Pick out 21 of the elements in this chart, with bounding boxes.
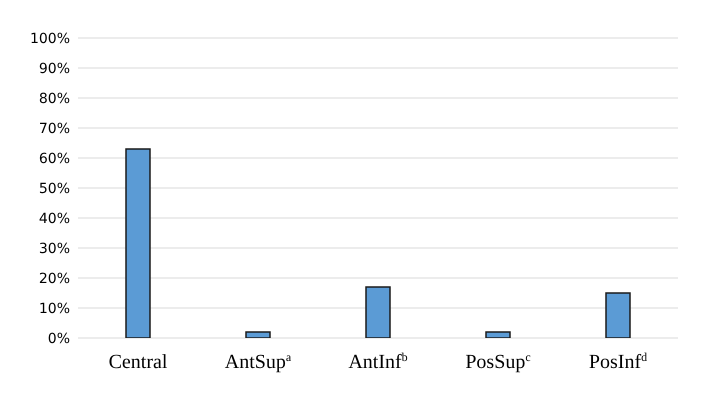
y-tick-label: 70%	[38, 120, 70, 137]
y-tick-label: 0%	[48, 330, 70, 347]
x-tick-label: PosSup$^{c}$	[465, 350, 531, 373]
x-tick-label: Central	[108, 351, 168, 373]
bar	[605, 292, 631, 338]
y-tick-label: 90%	[38, 60, 70, 77]
y-tick-label: 10%	[38, 300, 70, 317]
y-tick-label: 50%	[38, 180, 70, 197]
y-tick-label: 40%	[38, 210, 70, 227]
bar	[245, 331, 271, 338]
x-tick-label: AntSup$^{a}$	[224, 350, 292, 373]
x-tick-label: PosInf$^{d}$	[588, 350, 648, 373]
y-tick-label: 100%	[30, 30, 70, 47]
bar	[365, 286, 391, 338]
y-tick-label: 20%	[38, 270, 70, 287]
y-tick-label: 80%	[38, 90, 70, 107]
y-tick-label: 30%	[38, 240, 70, 257]
y-tick-label: 60%	[38, 150, 70, 167]
x-tick-label: AntInf$^{b}$	[348, 350, 408, 373]
bar	[485, 331, 511, 338]
bar	[125, 148, 151, 338]
